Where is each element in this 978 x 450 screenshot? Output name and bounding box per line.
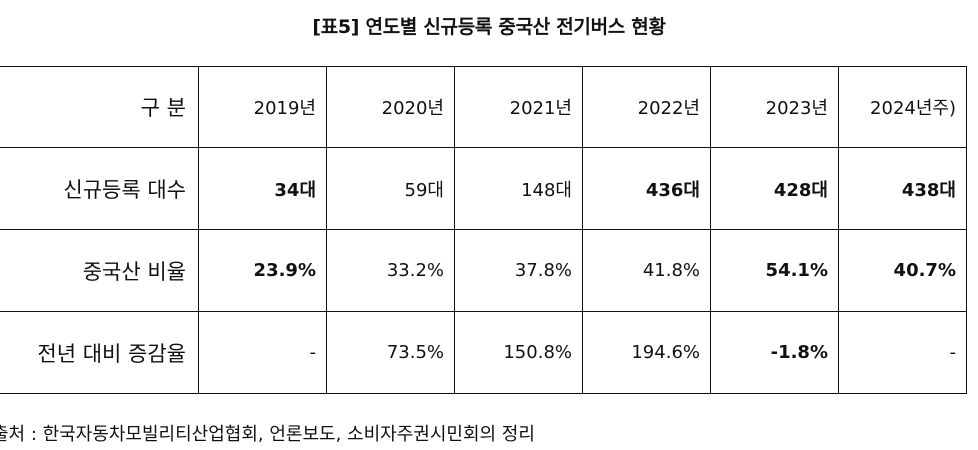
source-note: 출처 : 한국자동차모빌리티산업협회, 언론보도, 소비자주권시민회의 정리: [0, 424, 535, 445]
table-cell: 148대: [454, 147, 583, 230]
table-cell: 37.8%: [454, 229, 583, 312]
year-2020: 2020년: [326, 66, 455, 148]
year-2022: 2022년: [582, 66, 711, 148]
ev-bus-table: 구 분 2019년 2020년 2021년 2022년 2023년 2024년주…: [0, 66, 967, 394]
table-cell: 41.8%: [582, 229, 711, 312]
table-cell: -: [198, 311, 327, 394]
table-title: [표5] 연도별 신규등록 중국산 전기버스 현황: [312, 16, 666, 38]
table-row-growth: 전년 대비 증감율 - 73.5% 150.8% 194.6% -1.8% -: [0, 311, 967, 394]
row-label: 신규등록 대수: [0, 147, 199, 230]
table-cell: 73.5%: [326, 311, 455, 394]
year-2024: 2024년주): [838, 66, 967, 148]
table-row-registrations: 신규등록 대수 34대 59대 148대 436대 428대 438대: [0, 147, 967, 230]
row-label: 전년 대비 증감율: [0, 311, 199, 394]
header-row: 구 분 2019년 2020년 2021년 2022년 2023년 2024년주…: [0, 66, 967, 148]
table-cell: 438대: [838, 147, 967, 230]
table-cell: 436대: [582, 147, 711, 230]
table-cell: 33.2%: [326, 229, 455, 312]
table-cell: 34대: [198, 147, 327, 230]
table-cell: 23.9%: [198, 229, 327, 312]
year-2021: 2021년: [454, 66, 583, 148]
table-cell: 54.1%: [710, 229, 839, 312]
table-cell: 428대: [710, 147, 839, 230]
table-cell: -: [838, 311, 967, 394]
row-label: 중국산 비율: [0, 229, 199, 312]
year-2023: 2023년: [710, 66, 839, 148]
table-cell: 59대: [326, 147, 455, 230]
header-label: 구 분: [0, 66, 199, 148]
table-cell: 194.6%: [582, 311, 711, 394]
year-2019: 2019년: [198, 66, 327, 148]
table-cell: 40.7%: [838, 229, 967, 312]
table-row-share: 중국산 비율 23.9% 33.2% 37.8% 41.8% 54.1% 40.…: [0, 229, 967, 312]
table-cell: 150.8%: [454, 311, 583, 394]
table-cell: -1.8%: [710, 311, 839, 394]
